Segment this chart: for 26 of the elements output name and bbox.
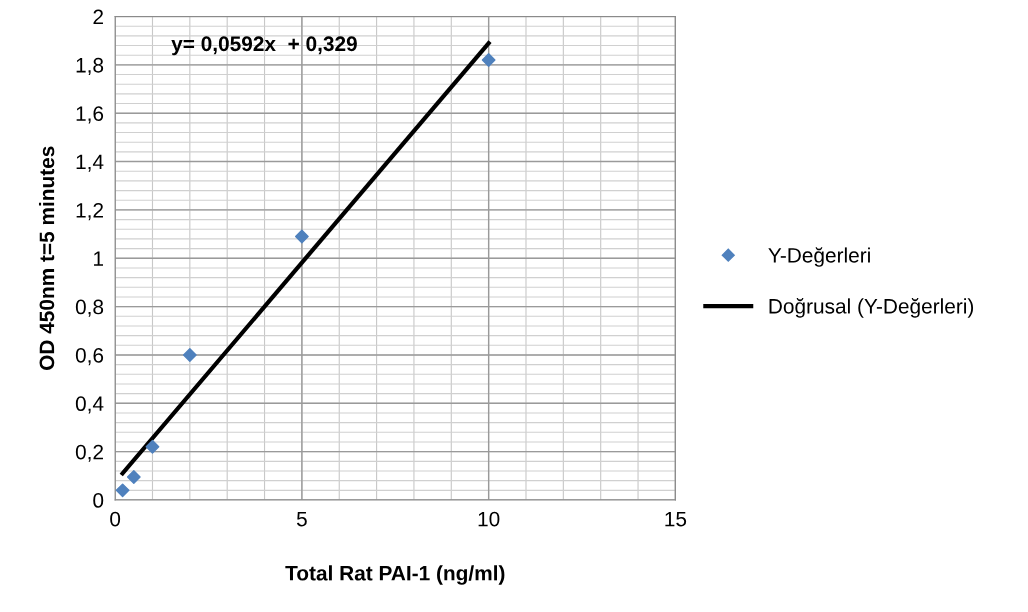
legend-label: Y-Değerleri — [768, 247, 870, 267]
y-tick-label: 1,8 — [76, 57, 104, 76]
y-tick-label: 1,4 — [76, 154, 104, 172]
annotation: y= 0,0592x + 0,329 — [171, 36, 357, 56]
legend-label: Doğrusal (Y-Değerleri) — [769, 298, 974, 318]
point — [115, 483, 130, 498]
point — [481, 53, 496, 67]
x-tick-label: 0 — [110, 511, 121, 527]
y-tick-label: 0,8 — [75, 299, 104, 317]
y-tick-label: 1 — [94, 251, 104, 266]
y-tick-label: 0,4 — [75, 396, 104, 414]
y-tick-label: 0,2 — [75, 444, 103, 462]
point — [145, 439, 160, 454]
y-tick-label: 0 — [93, 493, 104, 508]
x-axis-title: Total Rat PAI-1 (ng/ml) — [285, 565, 505, 585]
x-tick-label: 15 — [665, 511, 687, 527]
point — [294, 229, 309, 244]
y-tick-label: 1,6 — [76, 106, 104, 124]
y-axis-title: OD 450nm t=5 minutes — [38, 146, 55, 370]
y-tick-label: 1,2 — [76, 202, 103, 221]
point — [182, 348, 197, 362]
y-tick-label: 2 — [93, 9, 103, 25]
x-tick-label: 10 — [478, 511, 500, 527]
y-tick-label: 0,6 — [75, 347, 104, 366]
x-tick-label: 5 — [296, 511, 307, 527]
point — [126, 470, 141, 484]
